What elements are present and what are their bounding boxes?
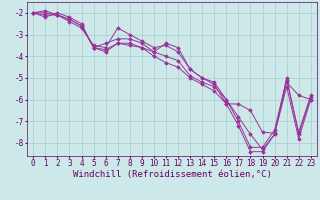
X-axis label: Windchill (Refroidissement éolien,°C): Windchill (Refroidissement éolien,°C): [73, 170, 271, 179]
